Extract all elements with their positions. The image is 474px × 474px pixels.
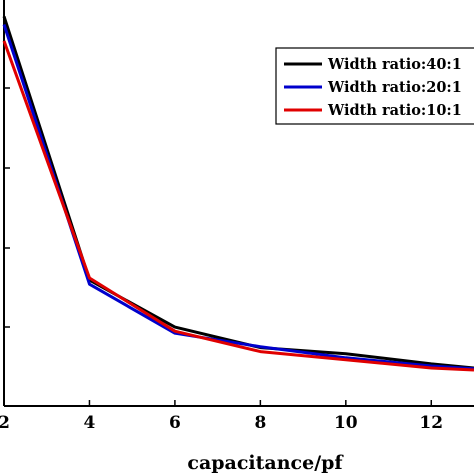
series-line-2 — [2, 24, 474, 371]
legend-label-3: Width ratio:10:1 — [327, 102, 462, 119]
x-tick-label: 4 — [84, 413, 96, 433]
x-axis-label: capacitance/pf — [187, 452, 344, 474]
series-line-3 — [2, 40, 474, 372]
axes — [3, 0, 474, 407]
x-axis-ticks: 2 4 6 8 10 12 — [0, 400, 443, 433]
legend-label-2: Width ratio:20:1 — [327, 79, 462, 96]
x-tick-label: 10 — [334, 413, 358, 433]
x-tick-label: 12 — [419, 413, 443, 433]
legend-label-1: Width ratio:40:1 — [327, 56, 462, 73]
x-tick-label: 6 — [169, 413, 181, 433]
x-tick-label: 8 — [254, 413, 266, 433]
x-tick-label: 2 — [0, 413, 10, 433]
series-layer — [2, 15, 474, 372]
legend: Width ratio:40:1 Width ratio:20:1 Width ra… — [275, 47, 474, 125]
